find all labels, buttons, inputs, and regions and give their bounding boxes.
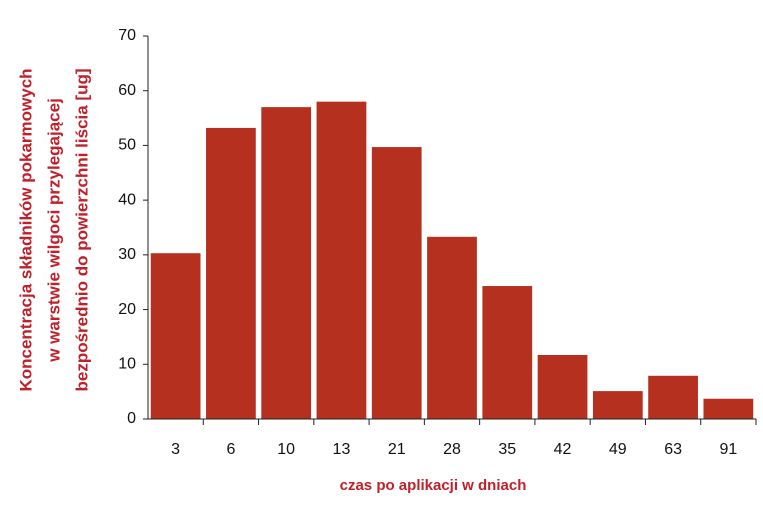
bar: [261, 107, 312, 419]
x-tick-label: 10: [277, 441, 295, 458]
bar: [482, 286, 533, 419]
y-tick-label: 0: [127, 410, 136, 427]
bar: [427, 236, 477, 419]
y-tick-label: 30: [118, 246, 136, 263]
x-axis-label: czas po aplikacji w dniach: [340, 477, 527, 494]
y-axis-label: w warstwie wilgoci przylegającej: [44, 98, 63, 363]
x-tick-label: 28: [443, 441, 461, 458]
y-tick-label: 70: [118, 27, 136, 44]
x-tick-label: 3: [171, 441, 180, 458]
bar: [316, 101, 367, 420]
x-tick-label: 49: [609, 441, 627, 458]
y-axis-label: Koncentracja składników pokarmowych: [16, 68, 35, 391]
bar: [150, 253, 201, 419]
x-tick-label: 21: [388, 441, 406, 458]
y-tick-label: 20: [118, 301, 136, 318]
x-tick-label: 42: [554, 441, 572, 458]
x-tick-label: 91: [719, 441, 737, 458]
bar: [371, 147, 422, 419]
x-tick-label: 6: [226, 441, 235, 458]
y-tick-label: 60: [118, 82, 136, 99]
bar: [592, 391, 643, 419]
bar: [648, 375, 698, 419]
y-tick-label: 10: [118, 356, 136, 373]
y-tick-label: 50: [118, 137, 136, 154]
x-tick-label: 35: [498, 441, 516, 458]
bar: [703, 398, 754, 419]
bar: [206, 127, 256, 420]
bar: [537, 354, 588, 419]
y-tick-label: 40: [118, 191, 136, 208]
x-tick-label: 63: [664, 441, 682, 458]
y-axis-label: bezpośrednio do powierzchni liścia [ug]: [72, 68, 91, 391]
x-tick-label: 13: [333, 441, 351, 458]
